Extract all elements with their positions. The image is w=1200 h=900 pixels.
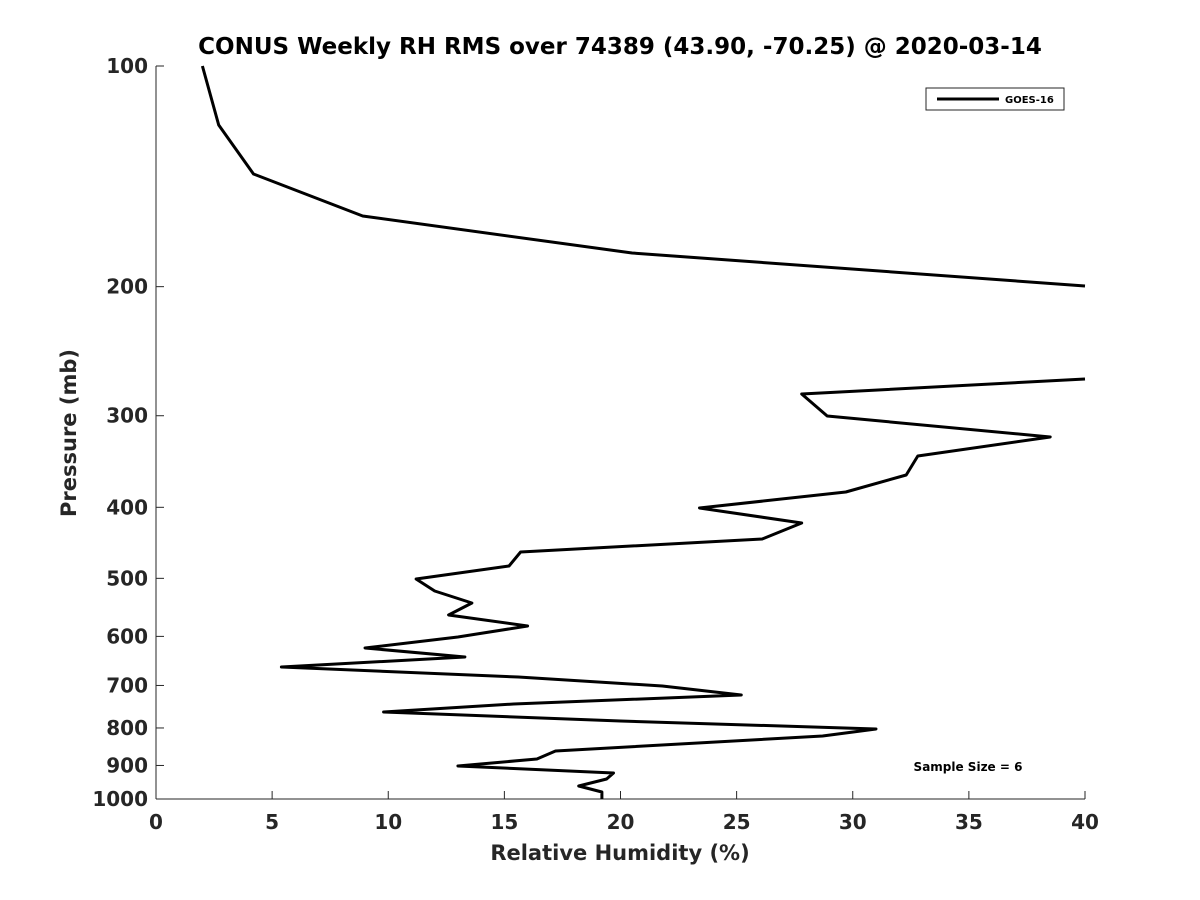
y-tick-label: 1000 <box>92 787 148 811</box>
x-tick-label: 5 <box>265 810 279 834</box>
series-line-goes-16 <box>279 377 1086 799</box>
x-tick-label: 40 <box>1071 810 1099 834</box>
x-tick-label: 20 <box>607 810 635 834</box>
y-tick-label: 400 <box>106 495 148 519</box>
y-axis-label: Pressure (mb) <box>57 349 81 517</box>
y-tick-label: 700 <box>106 673 148 697</box>
series-layer <box>200 65 1086 799</box>
x-tick-label: 35 <box>955 810 983 834</box>
sample-size-annotation: Sample Size = 6 <box>914 760 1023 774</box>
chart-title: CONUS Weekly RH RMS over 74389 (43.90, -… <box>198 34 1042 60</box>
legend-label-goes-16: GOES-16 <box>1005 95 1054 106</box>
x-tick-label: 0 <box>149 810 163 834</box>
legend: GOES-16 <box>925 87 1065 111</box>
x-tick-label: 30 <box>839 810 867 834</box>
y-tick-label: 900 <box>106 753 148 777</box>
y-tick-label: 100 <box>106 54 148 78</box>
series-line-goes-16 <box>200 65 1086 288</box>
y-tick-label: 500 <box>106 566 148 590</box>
x-tick-label: 15 <box>490 810 518 834</box>
x-tick-label: 10 <box>374 810 402 834</box>
y-tick-label: 600 <box>106 624 148 648</box>
x-tick-label: 25 <box>723 810 751 834</box>
y-tick-label: 200 <box>106 275 148 299</box>
x-axis-label: Relative Humidity (%) <box>490 841 749 865</box>
y-ticks: 100 200 300 400 500 600 700 800 900 1000 <box>92 54 164 811</box>
y-tick-label: 800 <box>106 716 148 740</box>
plot-area: 100 200 300 400 500 600 700 800 900 1000 0 5 10 15 20… <box>92 54 1099 834</box>
x-ticks: 0 5 10 15 20 25 30 35 40 <box>149 791 1099 834</box>
y-tick-label: 300 <box>106 404 148 428</box>
